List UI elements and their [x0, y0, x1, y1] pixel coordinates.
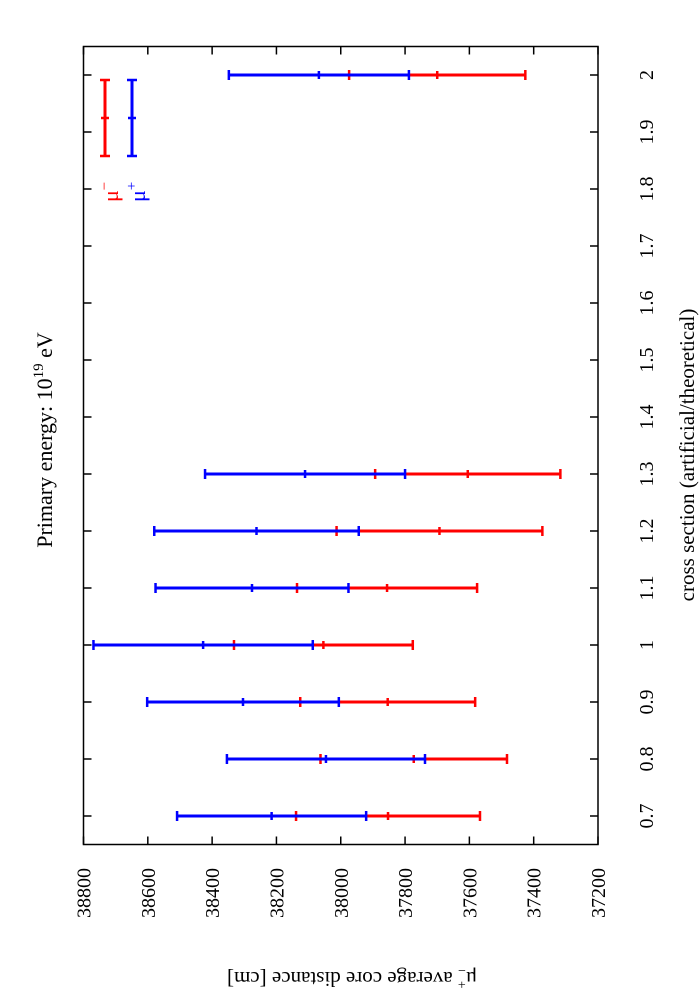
legend-label-sup: − [97, 182, 113, 190]
series-layer [92, 70, 562, 821]
value-tick-label: 38000 [331, 868, 353, 918]
chart-title: Primary energy: 1019 eV [31, 332, 57, 548]
value-tick-label: 38200 [266, 868, 288, 918]
category-tick-label: 0.9 [636, 690, 658, 715]
category-tick-label: 1.6 [636, 291, 658, 316]
category-tick-label: 2 [636, 70, 658, 80]
value-tick-label: 37200 [588, 868, 610, 918]
legend-label-base: μ [125, 190, 150, 202]
value-tick-label: 38600 [138, 868, 160, 918]
category-tick-label: 0.7 [636, 804, 658, 829]
legend-label: μ− [97, 182, 123, 202]
value-tick-label: 37400 [524, 868, 546, 918]
category-tick-label: 1.8 [636, 177, 658, 202]
legend: μ−μ+ [97, 78, 150, 202]
category-tick-label: 1.3 [636, 462, 658, 487]
y-axis-label: μ+− average core distance [cm] [227, 962, 477, 991]
category-tick-label: 1.4 [636, 405, 658, 430]
value-tick-label: 38800 [74, 868, 96, 918]
series-mu-plus [92, 70, 427, 821]
category-tick-label: 1.2 [636, 519, 658, 544]
plot-frame [82, 45, 599, 846]
category-tick-label: 1.1 [636, 576, 658, 601]
value-tick-label: 38400 [202, 868, 224, 918]
x-axis-label: cross section (artificial/theoretical) [675, 309, 699, 602]
legend-label-base: μ [98, 190, 123, 202]
legend-label-sup: + [124, 182, 140, 190]
category-tick-label: 1.9 [636, 120, 658, 145]
value-tick-label: 37800 [395, 868, 417, 918]
category-tick-label: 1.5 [636, 348, 658, 373]
series-mu-minus [232, 70, 562, 821]
axis-ticks: 38800 38600 38400 38200 38000 37800 37600 37400… [74, 46, 658, 918]
value-tick-label: 37600 [459, 868, 481, 918]
category-tick-label: 0.8 [636, 747, 658, 772]
legend-label: μ+ [124, 182, 150, 202]
category-tick-label: 1 [636, 640, 658, 650]
category-tick-label: 1.7 [636, 234, 658, 259]
